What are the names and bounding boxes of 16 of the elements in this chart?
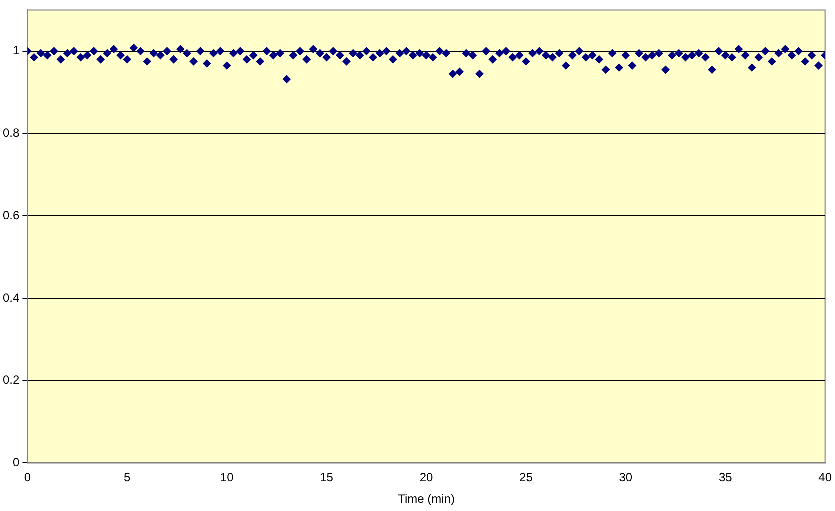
x-tick-label: 10 bbox=[220, 470, 234, 485]
x-axis-title: Time (min) bbox=[398, 492, 455, 506]
y-tick-label: 0.4 bbox=[2, 290, 20, 305]
y-tick-label: 0 bbox=[12, 456, 20, 470]
x-tick-label: 0 bbox=[24, 470, 32, 485]
x-tick-label: 35 bbox=[718, 470, 733, 485]
y-tick-label: 1 bbox=[12, 44, 20, 58]
x-tick-label: 15 bbox=[320, 470, 334, 485]
y-tick-label: 0.8 bbox=[2, 126, 20, 140]
y-tick-label: 0.6 bbox=[2, 208, 20, 222]
x-tick-label: 5 bbox=[124, 470, 132, 485]
x-tick-label: 40 bbox=[818, 470, 832, 485]
y-tick-label: 0.2 bbox=[2, 373, 20, 388]
x-tick-label: 30 bbox=[619, 470, 633, 485]
x-tick-label: 20 bbox=[420, 470, 434, 485]
x-tick-label: 25 bbox=[520, 470, 534, 485]
